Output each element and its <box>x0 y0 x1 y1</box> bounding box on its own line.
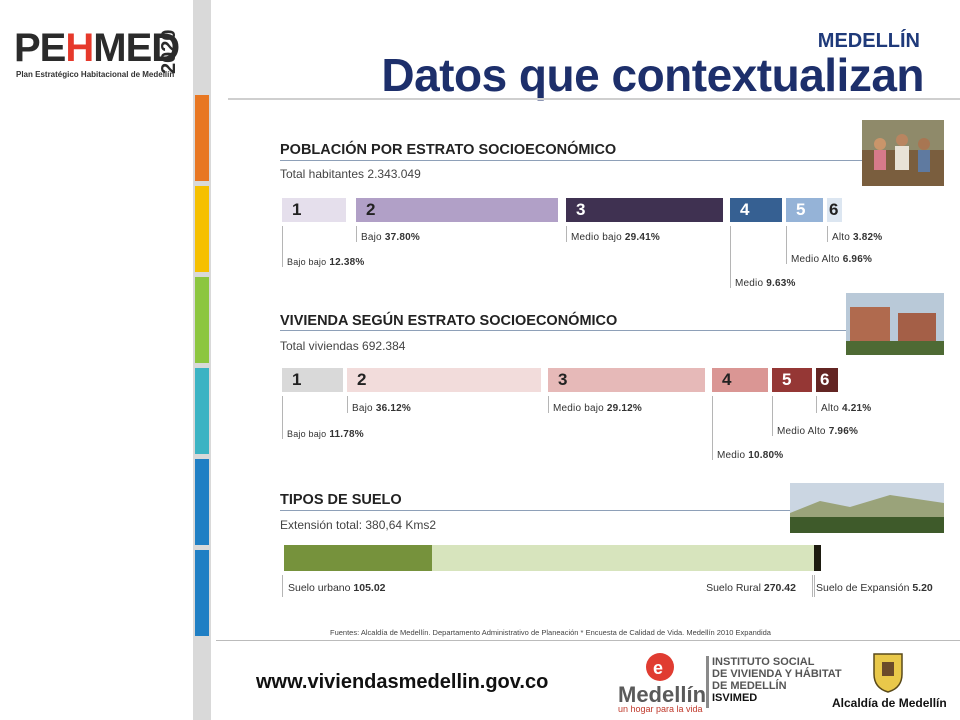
stratum-label: Bajo bajo 11.78% <box>287 429 364 440</box>
svg-text:e: e <box>653 658 663 678</box>
medellin-tagline: un hogar para la vida <box>618 704 703 714</box>
stratum-number: 5 <box>796 200 806 219</box>
soil-subtitle: Extensión total: 380,64 Kms2 <box>280 518 437 532</box>
population-title: POBLACIÓN POR ESTRATO SOCIOECONÓMICO <box>280 142 617 158</box>
strip-blue-2 <box>195 550 209 636</box>
stratum-bar-3: 3 <box>548 368 705 392</box>
strip-teal <box>195 368 209 454</box>
stratum-number: 5 <box>782 370 792 389</box>
stratum-number: 3 <box>576 200 586 219</box>
stratum-bar-6: 6 <box>816 368 838 392</box>
soil-title: TIPOS DE SUELO <box>280 492 402 508</box>
stratum-label: Bajo bajo 12.38% <box>287 257 365 268</box>
stratum-label: Alto 3.82% <box>832 232 883 243</box>
title-divider <box>228 98 960 100</box>
population-subtitle: Total habitantes 2.343.049 <box>280 167 421 181</box>
page-title: Datos que contextualizan <box>381 49 924 101</box>
leader-line <box>712 396 713 460</box>
stratum-bar-4: 4 <box>712 368 768 392</box>
soil-bar-1 <box>284 545 432 571</box>
logo-subtitle: Plan Estratégico Habitacional de Medellí… <box>16 70 175 79</box>
soil-rule <box>280 510 790 511</box>
stratum-bar-1: 1 <box>282 198 346 222</box>
leader-line <box>814 575 815 597</box>
stratum-label: Medio bajo 29.41% <box>571 232 661 243</box>
logo-year: 2020 <box>158 29 180 75</box>
stratum-bar-5: 5 <box>786 198 823 222</box>
stratum-bar-6: 6 <box>827 198 842 222</box>
website-link[interactable]: www.viviendasmedellin.gov.co <box>256 671 549 693</box>
stratum-bar-2: 2 <box>356 198 558 222</box>
pehmed-logo: PEHMED <box>14 26 180 70</box>
medellin-logo-text: Medellín <box>618 682 707 707</box>
stratum-bar-2: 2 <box>347 368 541 392</box>
stratum-label: Medio 9.63% <box>735 278 796 289</box>
housing-rule <box>280 330 850 331</box>
stratum-label: Medio Alto 7.96% <box>777 426 859 437</box>
leader-line <box>282 575 283 597</box>
strip-yellow <box>195 186 209 272</box>
soil-bar-3 <box>814 545 821 571</box>
coat-of-arms-icon <box>868 650 908 694</box>
soil-label: Suelo urbano 105.02 <box>288 582 386 594</box>
stratum-number: 6 <box>820 370 830 389</box>
stratum-number: 4 <box>722 370 732 389</box>
stratum-label: Bajo 36.12% <box>352 403 411 414</box>
stratum-number: 1 <box>292 200 302 219</box>
stratum-bar-4: 4 <box>730 198 782 222</box>
leader-line <box>548 396 549 413</box>
soil-bar-2 <box>432 545 814 571</box>
stratum-number: 2 <box>357 370 367 389</box>
stratum-number: 1 <box>292 370 302 389</box>
stratum-label: Medio Alto 6.96% <box>791 254 873 265</box>
stratum-number: 6 <box>829 200 839 219</box>
leader-line <box>772 396 773 436</box>
landscape-photo <box>790 483 944 533</box>
leader-line <box>282 226 283 267</box>
alcaldia-label: Alcaldía de Medellín <box>832 696 947 710</box>
leader-line <box>282 396 283 439</box>
housing-title: VIVIENDA SEGÚN ESTRATO SOCIOECONÓMICO <box>280 313 618 329</box>
leader-line <box>812 575 813 597</box>
buildings-photo <box>846 293 944 355</box>
city-label: MEDELLÍN <box>817 30 920 52</box>
stratum-bar-1: 1 <box>282 368 343 392</box>
stratum-bar-3: 3 <box>566 198 723 222</box>
stratum-number: 3 <box>558 370 568 389</box>
stratum-label: Medio bajo 29.12% <box>553 403 643 414</box>
soil-label: Suelo de Expansión 5.20 <box>816 582 933 594</box>
strip-blue <box>195 459 209 545</box>
stratum-label: Alto 4.21% <box>821 403 872 414</box>
leader-line <box>566 226 567 242</box>
housing-subtitle: Total viviendas 692.384 <box>280 339 406 353</box>
leader-line <box>356 226 357 242</box>
children-photo <box>862 120 944 186</box>
isvimed-bar <box>706 656 709 708</box>
leader-line <box>347 396 348 413</box>
leader-line <box>816 396 817 413</box>
stratum-number: 4 <box>740 200 750 219</box>
source-note: Fuentes: Alcaldía de Medellín. Departame… <box>330 628 771 637</box>
stratum-label: Bajo 37.80% <box>361 232 420 243</box>
leader-line <box>786 226 787 264</box>
isvimed-logo: INSTITUTO SOCIAL DE VIVIENDA Y HÁBITAT D… <box>712 656 842 704</box>
medellin-heart-icon: e <box>640 652 680 682</box>
stratum-label: Medio 10.80% <box>717 450 784 461</box>
soil-label: Suelo Rural 270.42 <box>706 582 796 594</box>
footer-divider <box>216 640 960 641</box>
leader-line <box>827 226 828 242</box>
strip-green <box>195 277 209 363</box>
population-rule <box>280 160 864 161</box>
stratum-bar-5: 5 <box>772 368 812 392</box>
leader-line <box>730 226 731 288</box>
stratum-number: 2 <box>366 200 376 219</box>
strip-orange <box>195 95 209 181</box>
